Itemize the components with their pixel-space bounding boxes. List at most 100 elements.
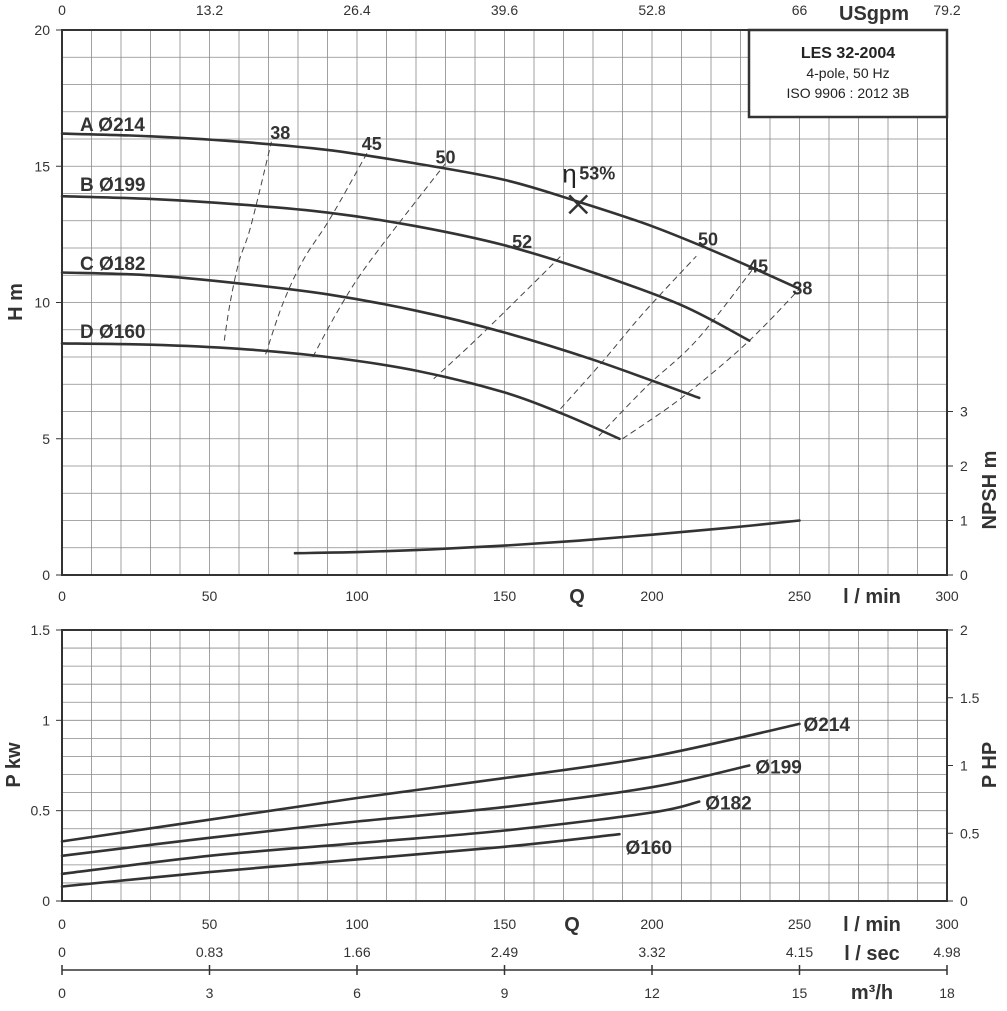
head-panel-frame	[61, 29, 948, 576]
x-tick-label: 52.8	[638, 2, 665, 18]
x-tick-label: 300	[935, 588, 959, 604]
x-tick-label: 12	[644, 985, 660, 1001]
lmin-unit-top: l / min	[843, 586, 901, 608]
x-tick-label: 9	[501, 985, 509, 1001]
x-tick-label: 150	[493, 588, 517, 604]
power-hp-axis-label: P HP	[979, 742, 1001, 788]
x-tick-label: 4.98	[933, 944, 960, 960]
legend-line3: ISO 9906 : 2012 3B	[787, 85, 910, 101]
efficiency-label: 50	[435, 148, 455, 168]
best-efficiency-marker	[568, 194, 589, 215]
x-tick-label: 300	[935, 916, 959, 932]
x-tick-label: 79.2	[933, 2, 960, 18]
power-hp-tick-label: 2	[960, 622, 968, 638]
head-curves: A Ø214 B Ø199 C Ø182 D Ø160	[60, 115, 801, 441]
x-tick-label: 0.83	[196, 944, 223, 960]
head-tick-label: 5	[42, 431, 50, 447]
x-tick-label: 250	[788, 916, 812, 932]
power-curve-2	[60, 764, 751, 858]
power-curve-3	[60, 800, 701, 876]
npsh-tick-label: 2	[960, 458, 968, 474]
npsh-curve	[293, 519, 801, 555]
npsh-tick-label: 3	[960, 404, 968, 420]
legend-line2: 4-pole, 50 Hz	[806, 65, 889, 81]
power-hp-tick-label: 1	[960, 758, 968, 774]
x-tick-label: 100	[345, 588, 369, 604]
x-tick-label: 15	[792, 985, 808, 1001]
head-tick-label: 0	[42, 567, 50, 583]
q-symbol-bottom: Q	[564, 914, 580, 936]
efficiency-label: 38	[792, 278, 812, 298]
x-tick-label: 0	[58, 588, 66, 604]
efficiency-label: 38	[270, 123, 290, 143]
power-hp-tick-label: 1.5	[960, 690, 980, 706]
best-efficiency-value: 53%	[579, 163, 615, 183]
efficiency-isoline-38-0	[223, 141, 272, 341]
power-curve-label: Ø199	[755, 758, 801, 779]
x-tick-label: 2.49	[491, 944, 518, 960]
head-axis-label: H m	[5, 283, 27, 321]
x-tick-label: 200	[640, 916, 664, 932]
power-curve-4	[60, 832, 621, 888]
efficiency-label: 45	[748, 257, 768, 277]
x-tick-label: 0	[58, 985, 66, 1001]
x-tick-label: 66	[792, 2, 808, 18]
efficiency-label: 52	[512, 232, 532, 252]
x-tick-label: 250	[788, 588, 812, 604]
power-hp-tick-label: 0.5	[960, 825, 980, 841]
power-kw-tick-label: 1	[42, 712, 50, 728]
power-kw-axis-label: P kw	[3, 742, 25, 788]
x-tick-label: 0	[58, 944, 66, 960]
power-hp-tick-label: 0	[960, 893, 968, 909]
power-curve-label: Ø214	[804, 715, 851, 736]
m3h-unit: m³/h	[851, 982, 893, 1004]
head-curve-4	[60, 342, 621, 441]
head-curve-1	[60, 132, 801, 291]
x-tick-label: 0	[58, 2, 66, 18]
lmin-unit-bottom: l / min	[843, 914, 901, 936]
x-tick-label: 1.66	[343, 944, 370, 960]
x-tick-label: 0	[58, 916, 66, 932]
power-kw-tick-label: 1.5	[31, 622, 51, 638]
x-tick-label: 4.15	[786, 944, 813, 960]
head-curve-label: D Ø160	[80, 322, 145, 343]
head-curve-label: A Ø214	[80, 115, 145, 136]
legend-box: LES 32-2004 4-pole, 50 Hz ISO 9906 : 201…	[747, 28, 949, 119]
x-tick-label: 200	[640, 588, 664, 604]
x-tick-label: 50	[202, 916, 218, 932]
npsh-axis-label: NPSH m	[979, 451, 1001, 530]
head-curve-label: B Ø199	[80, 175, 145, 196]
efficiency-isoline-52-3	[433, 253, 564, 380]
x-tick-label: 6	[353, 985, 361, 1001]
head-tick-label: 20	[34, 22, 50, 38]
x-tick-label: 100	[345, 916, 369, 932]
x-tick-label: 18	[939, 985, 955, 1001]
x-tick-label: 39.6	[491, 2, 518, 18]
power-curve-label: Ø182	[705, 794, 751, 815]
power-panel-frame	[61, 629, 948, 902]
npsh-curve-group	[293, 519, 801, 555]
efficiency-isoline-38-6	[622, 288, 800, 440]
legend-model: LES 32-2004	[801, 45, 895, 62]
x-tick-label: 26.4	[343, 2, 370, 18]
power-kw-tick-label: 0	[42, 893, 50, 909]
usgpm-unit: USgpm	[839, 3, 909, 25]
head-tick-label: 15	[34, 158, 50, 174]
x-tick-label: 150	[493, 916, 517, 932]
x-tick-label: 50	[202, 588, 218, 604]
head-curve-2	[60, 194, 751, 342]
chart-labels: 38 45 50 52 50 45 38 η 53%	[270, 123, 812, 298]
efficiency-isoline-45-1	[265, 149, 370, 355]
q-symbol-top: Q	[569, 586, 585, 608]
power-curve-label: Ø160	[626, 838, 672, 859]
lsec-unit: l / sec	[844, 943, 900, 965]
eta-symbol: η	[562, 158, 576, 188]
efficiency-label: 45	[362, 134, 382, 154]
npsh-tick-label: 0	[960, 567, 968, 583]
head-curve-label: C Ø182	[80, 254, 145, 275]
efficiency-isoline-45-5	[598, 269, 753, 437]
efficiency-isoline-50-4	[560, 255, 697, 410]
efficiency-label: 50	[698, 229, 718, 249]
